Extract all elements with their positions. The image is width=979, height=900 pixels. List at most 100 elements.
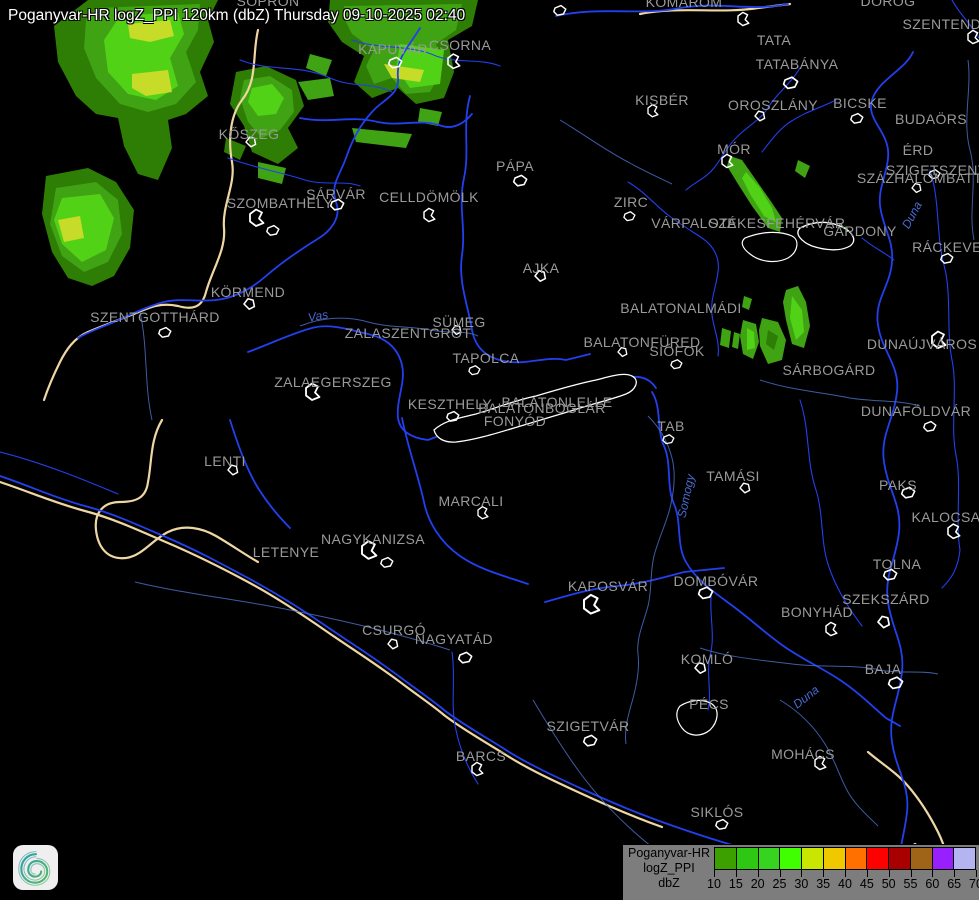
city-label: OROSZLÁNY: [728, 97, 818, 113]
app-logo[interactable]: [13, 845, 58, 890]
city-label: SZIGETVÁR: [546, 718, 630, 734]
legend-swatch: [823, 848, 846, 869]
city-label: SZENTGOTTHÁRD: [90, 309, 220, 325]
city-label: BAJA: [864, 661, 902, 677]
radar-echo-central-streaks: [720, 156, 848, 364]
city-label: MARCALI: [438, 493, 504, 509]
city-label: KALOCSA: [911, 509, 979, 525]
legend-tickmark: [823, 870, 825, 877]
city-label: KOMLÓ: [680, 651, 734, 667]
city-label: KŐSZEG: [218, 126, 280, 142]
legend-ticklabel: 30: [794, 877, 809, 891]
city-label: ZALASZENTGRÓT: [344, 325, 472, 341]
city-label: KÖRMEND: [210, 284, 286, 300]
city-outline-shapes: [158, 4, 979, 830]
city-label: SZÁZHALOMBATTA: [856, 170, 979, 186]
legend-swatch: [954, 848, 975, 869]
city-label: SÁRBOGÁRD: [782, 362, 876, 378]
city-label: KAPUVÁR: [358, 41, 428, 57]
legend-ticklabel: 45: [859, 877, 874, 891]
city-label: SZÉKESFEHÉRVÁR: [708, 215, 846, 231]
legend-product: logZ_PPI: [643, 861, 695, 875]
legend-swatch: [736, 848, 759, 869]
legend-swatch: [802, 848, 824, 869]
city-label: SZOMBATHELY: [226, 195, 334, 211]
city-label: KISBÉR: [635, 92, 689, 108]
city-label: BALATONBOGLÁR: [478, 400, 606, 416]
city-label: RÁCKEVE: [912, 239, 979, 255]
legend-ticklabel: 10: [707, 877, 721, 891]
city-label: TATA: [756, 32, 792, 48]
legend-ticklabel: 40: [838, 877, 852, 891]
city-label: KOMÁROM: [645, 0, 723, 10]
city-label: NAGYATÁD: [414, 631, 494, 647]
city-label: SÁRVÁR: [306, 186, 366, 202]
lake-balaton-outline: [433, 373, 637, 443]
city-label: TOLNA: [872, 556, 922, 572]
legend-colorbar: [714, 847, 976, 870]
city-label: BALATONFÜRED: [583, 334, 701, 350]
lake-velence-outline: [797, 221, 855, 251]
reflectivity-legend: Poganyvar-HR logZ_PPI dbZ 10 15 20 25 30 35 40…: [622, 844, 979, 900]
city-label: PAKS: [879, 477, 917, 493]
legend-tickmark: [932, 870, 934, 877]
legend-tickmark: [888, 870, 890, 877]
city-label: SOPRON: [236, 0, 300, 9]
legend-tickmark: [954, 870, 956, 877]
legend-tickmark: [757, 870, 759, 877]
legend-swatch: [780, 848, 802, 869]
city-label: BONYHÁD: [780, 604, 854, 620]
city-label: ZIRC: [613, 194, 649, 210]
legend-tickmark: [714, 870, 715, 877]
legend-tickmark: [801, 870, 803, 877]
city-label: SIÓFOK: [649, 343, 705, 359]
legend-ticklabel: 70: [969, 877, 979, 891]
city-label: LETENYE: [252, 544, 320, 560]
legend-ticklabel: 60: [925, 877, 940, 891]
city-label: FONYÓD: [483, 413, 547, 429]
legend-tickmark: [866, 870, 868, 877]
legend-swatch: [932, 848, 955, 869]
legend-tickmark: [976, 870, 977, 877]
city-label: BUDAÖRS: [894, 111, 968, 127]
county-border-lines: [134, 59, 975, 861]
city-label: PÁPA: [496, 158, 534, 174]
legend-tickmark: [910, 870, 912, 877]
city-label: CELLDÖMÖLK: [379, 189, 479, 205]
city-label: BARCS: [455, 748, 507, 764]
legend-tickmark: [845, 870, 846, 877]
city-label: TATABÁNYA: [755, 56, 839, 72]
city-label: CSURGÓ: [362, 622, 426, 638]
legend-swatch: [845, 848, 868, 869]
city-label: SZENTENDRE: [902, 16, 979, 32]
legend-title: Poganyvar-HR logZ_PPI dbZ: [625, 846, 713, 891]
city-label: VÁRPALOTA: [651, 215, 737, 231]
legend-swatch: [910, 848, 933, 869]
legend-station: Poganyvar-HR: [628, 846, 710, 860]
legend-unit: dbZ: [658, 876, 680, 890]
legend-ticklabel: 20: [750, 877, 765, 891]
city-label: CSORNA: [428, 37, 492, 53]
legend-swatch: [889, 848, 911, 869]
legend-ticklabel: 50: [881, 877, 896, 891]
legend-ticklabel: 15: [728, 877, 743, 891]
city-label: SZIGETSZENTMIKLÓS: [885, 162, 979, 178]
city-label: DUNAÚJVÁROS: [866, 336, 978, 352]
spiral-swirl-icon: [17, 850, 50, 886]
city-label: BALATONLELLE: [501, 394, 613, 410]
legend-ticklabel: 55: [903, 877, 918, 891]
city-label: BALATONALMÁDI: [620, 300, 742, 316]
legend-tickmark: [779, 870, 781, 877]
city-label: GÁRDONY: [823, 223, 897, 239]
city-label: BICSKE: [833, 95, 887, 111]
city-label: KAPOSVÁR: [567, 578, 649, 594]
legend-swatch: [715, 848, 737, 869]
city-label: ÉRD: [902, 142, 934, 158]
city-label: AJKA: [522, 260, 560, 276]
city-label: LENTI: [204, 453, 246, 469]
legend-ticklabel: 25: [772, 877, 787, 891]
city-label: DOMBÓVÁR: [673, 573, 759, 589]
